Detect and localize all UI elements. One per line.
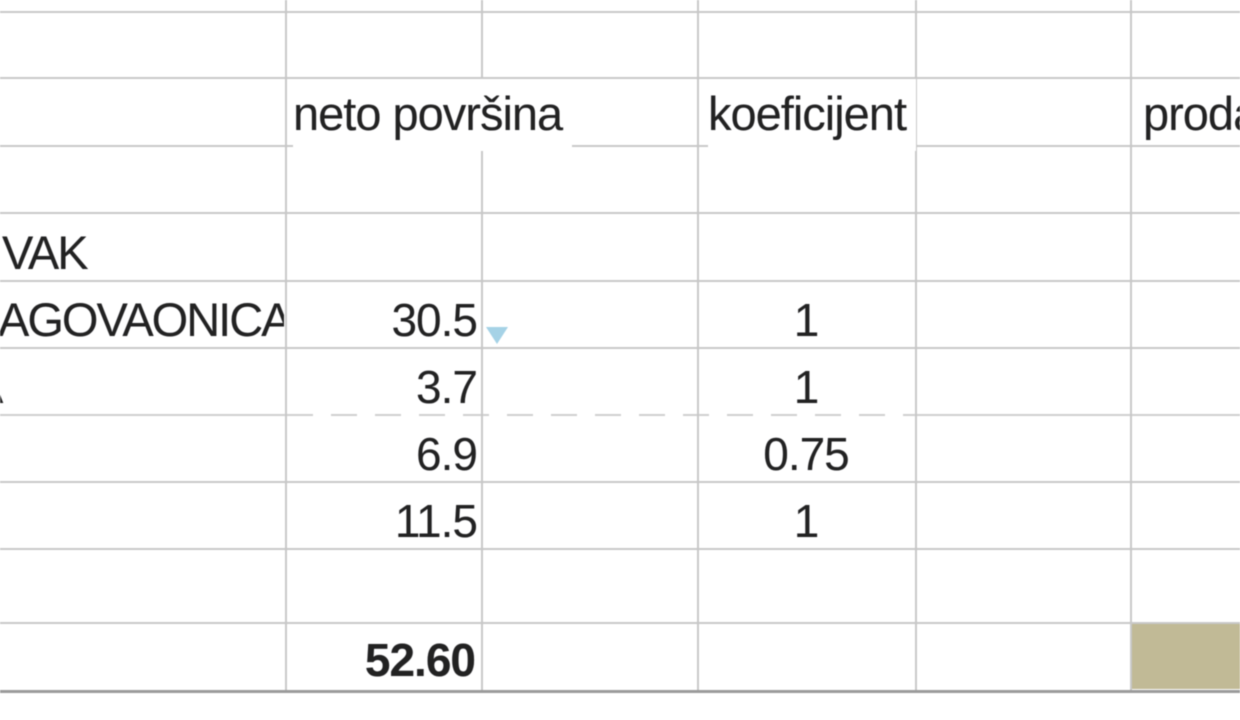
gridline-h-thick: [0, 690, 1240, 693]
row-label-blagovaonica-text: AGOVAONICA: [0, 293, 284, 346]
gridline-h: [0, 280, 1240, 282]
cell-neto-row2[interactable]: 3.7: [416, 361, 478, 413]
gridline-v: [697, 0, 699, 690]
cell-neto-row1[interactable]: 30.5: [391, 294, 478, 346]
gridline-h-faded: [287, 414, 915, 416]
gridline-v: [285, 0, 287, 690]
row-label-third-partial[interactable]: A: [0, 352, 12, 425]
cell-koef-row1[interactable]: 1: [793, 294, 820, 346]
gridline-h: [0, 77, 1240, 79]
row-label-boravak-partial[interactable]: VAK: [2, 226, 89, 279]
cell-koef-row4[interactable]: 1: [793, 495, 820, 547]
row-label-third-text: A: [0, 359, 3, 414]
gridline-h: [0, 347, 1240, 349]
gridline-h: [0, 414, 287, 416]
gridline-h: [915, 414, 1240, 416]
gridline-h: [0, 622, 1240, 624]
header-prodajna-clipped[interactable]: proda: [1143, 79, 1240, 151]
gridline-v: [1130, 0, 1132, 690]
gridline-h: [0, 145, 1240, 147]
cell-neto-row4[interactable]: 11.5: [394, 495, 478, 547]
gridline-h: [0, 11, 1240, 13]
header-koeficijent[interactable]: koeficijent: [708, 79, 916, 151]
cell-koef-row3[interactable]: 0.75: [763, 428, 850, 480]
dropdown-triangle-icon[interactable]: [486, 327, 508, 344]
gridline-h: [0, 481, 1240, 483]
row-label-blagovaonica-partial[interactable]: AGOVAONICA: [0, 285, 284, 358]
gridline-h: [0, 212, 1240, 214]
gridline-h: [0, 548, 1240, 550]
gridline-v: [481, 0, 483, 690]
cell-neto-total[interactable]: 52.60: [364, 634, 476, 686]
gridline-v: [915, 0, 917, 690]
header-prodajna-text: proda: [1143, 87, 1240, 140]
cell-neto-row3[interactable]: 6.9: [416, 428, 478, 480]
cell-koef-row2[interactable]: 1: [793, 361, 820, 413]
highlighted-cell[interactable]: [1131, 623, 1240, 689]
header-neto-povrsina[interactable]: neto površina: [293, 79, 573, 151]
